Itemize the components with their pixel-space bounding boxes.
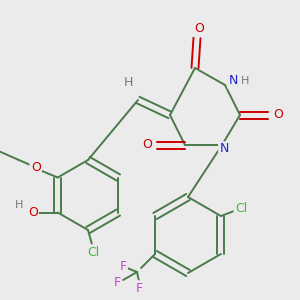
Text: O: O	[31, 161, 40, 174]
Text: O: O	[142, 139, 152, 152]
Text: H: H	[14, 200, 23, 209]
Text: F: F	[119, 260, 127, 272]
Text: H: H	[241, 76, 249, 86]
Text: H: H	[123, 76, 133, 88]
Text: F: F	[136, 281, 143, 295]
Text: Cl: Cl	[87, 245, 99, 259]
Text: O: O	[194, 22, 204, 34]
Text: N: N	[219, 142, 229, 155]
Text: O: O	[28, 206, 38, 219]
Text: F: F	[113, 275, 121, 289]
Text: Cl: Cl	[235, 202, 247, 214]
Text: N: N	[228, 74, 238, 88]
Text: O: O	[273, 109, 283, 122]
